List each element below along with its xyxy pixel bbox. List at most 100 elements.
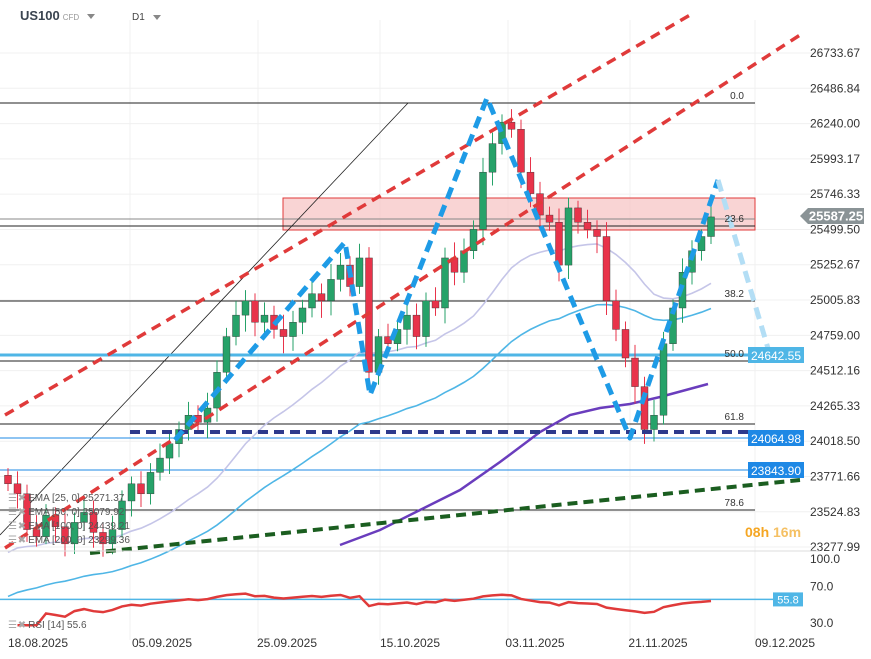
timeframe-selector[interactable]: D1 [132, 12, 161, 23]
settings-icon[interactable]: ☰ ✖ [8, 507, 26, 518]
candle-body [99, 532, 107, 545]
svg-text:23843.90: 23843.90 [751, 464, 801, 478]
candle[interactable] [308, 280, 316, 318]
candle[interactable] [241, 290, 250, 332]
candle[interactable] [118, 490, 126, 538]
candle-body [336, 264, 345, 280]
candle[interactable] [61, 513, 69, 557]
candle[interactable] [108, 515, 117, 555]
candle-body [583, 222, 592, 230]
candle-body [23, 493, 31, 530]
candle[interactable] [593, 220, 601, 254]
candle[interactable] [146, 463, 155, 505]
candle-body [298, 307, 307, 323]
current-price-tag: 25587.25 [800, 208, 864, 224]
candle[interactable] [156, 443, 164, 481]
chevron-down-icon [87, 14, 96, 20]
candle[interactable] [89, 500, 98, 548]
candle-body [697, 236, 706, 251]
candle-body [222, 336, 231, 373]
candle[interactable] [498, 114, 506, 155]
candle-body [403, 314, 411, 330]
fib-label: 38.2 [725, 289, 745, 300]
candle[interactable] [298, 299, 307, 335]
projection-path[interactable] [715, 179, 773, 356]
rsi-value: 55.6 [67, 620, 87, 631]
candle[interactable] [289, 310, 297, 351]
candle[interactable] [70, 512, 79, 555]
price-axis-label: 26486.84 [810, 81, 860, 95]
candle[interactable] [564, 197, 573, 279]
price-axis-label: 26733.67 [810, 46, 860, 60]
candle[interactable] [422, 292, 430, 347]
candle-body [564, 207, 573, 266]
candle-body [4, 475, 12, 485]
trendline-dashed-green[interactable] [89, 478, 801, 555]
candle[interactable] [412, 303, 421, 350]
candle[interactable] [260, 302, 269, 334]
candle[interactable] [222, 327, 231, 384]
candle[interactable] [479, 157, 487, 246]
candle[interactable] [127, 476, 136, 517]
price-axis-label: 25005.83 [810, 293, 860, 307]
time-axis-label: 05.09.2025 [132, 636, 192, 650]
pattern-path[interactable] [173, 95, 721, 442]
candle[interactable] [469, 220, 478, 259]
candle[interactable] [80, 497, 88, 531]
settings-icon[interactable]: ☰ ✖ [8, 521, 26, 532]
timer-minutes: 16m [773, 524, 802, 540]
fib-label: 78.6 [725, 498, 745, 509]
candle-body [431, 300, 440, 309]
trend-line[interactable] [0, 102, 409, 536]
candle-body [659, 343, 668, 416]
candle[interactable] [403, 300, 411, 345]
candle[interactable] [602, 222, 611, 315]
candle[interactable] [612, 289, 620, 342]
candle[interactable] [583, 209, 592, 239]
candle[interactable] [450, 242, 459, 286]
candle[interactable] [279, 314, 288, 354]
candle[interactable] [507, 109, 516, 138]
time-axis-label: 21.11.2025 [628, 636, 687, 650]
ema-25-line [7, 243, 712, 554]
candle[interactable] [441, 247, 449, 324]
settings-icon[interactable]: ☰ ✖ [8, 493, 26, 504]
candle-body [118, 500, 126, 530]
candle[interactable] [488, 132, 497, 186]
candle[interactable] [137, 471, 145, 507]
candle[interactable] [688, 240, 696, 285]
candle[interactable] [574, 200, 582, 234]
candle[interactable] [650, 400, 658, 442]
candle[interactable] [707, 204, 715, 244]
candle[interactable] [13, 471, 22, 509]
candle[interactable] [336, 252, 345, 292]
candle-body [146, 472, 155, 495]
candle[interactable] [374, 328, 383, 385]
symbol-selector[interactable]: US100 CFD [20, 8, 96, 23]
price-axis-label: 24512.16 [810, 364, 860, 378]
settings-icon[interactable]: ☰ ✖ [8, 535, 26, 546]
candle[interactable] [431, 287, 440, 316]
resistance-zone[interactable] [282, 197, 756, 231]
candle[interactable] [165, 432, 174, 474]
svg-text:24064.98: 24064.98 [751, 432, 801, 446]
candle[interactable] [327, 263, 335, 316]
candle[interactable] [621, 321, 630, 368]
candle[interactable] [460, 238, 468, 283]
candle-body [612, 300, 620, 330]
candle[interactable] [42, 504, 50, 545]
settings-icon[interactable]: ☰ ✖ [8, 620, 26, 631]
candle[interactable] [232, 301, 240, 346]
candle-body [422, 300, 430, 337]
candle[interactable] [4, 468, 12, 491]
candle[interactable] [251, 293, 259, 337]
candle[interactable] [631, 344, 639, 404]
candle-body [327, 279, 335, 302]
price-axis-label: 24759.00 [810, 328, 860, 342]
channel-upper[interactable] [4, 13, 691, 417]
candle[interactable] [355, 243, 364, 294]
candle[interactable] [317, 283, 326, 318]
candle[interactable] [545, 206, 554, 231]
channel-lower[interactable] [4, 33, 801, 550]
